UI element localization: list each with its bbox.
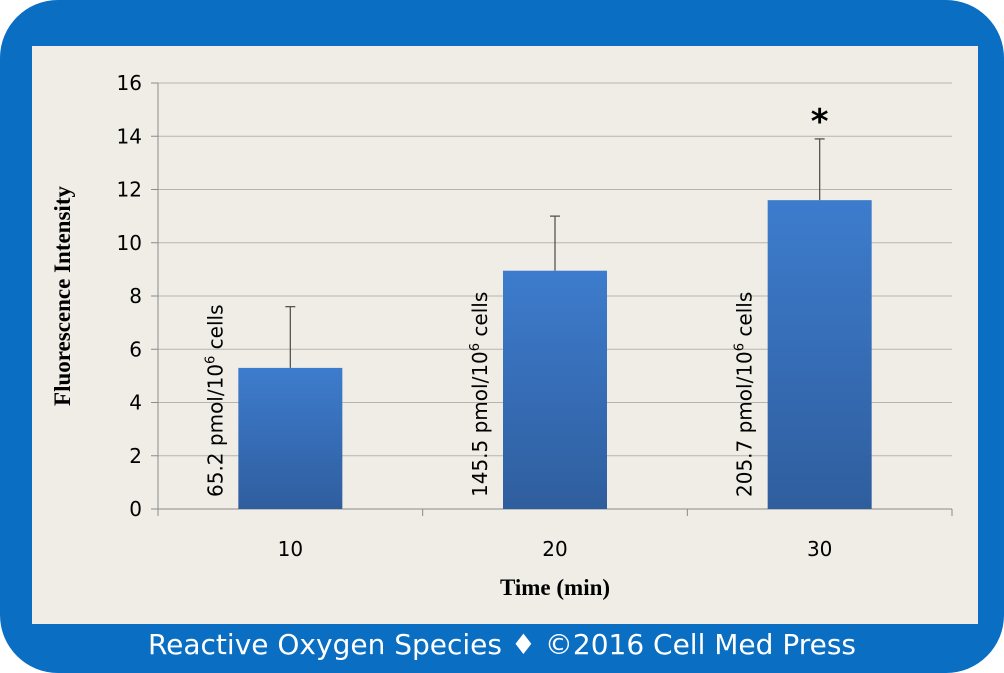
bar: [238, 367, 343, 509]
y-tick-label: 6: [129, 337, 142, 361]
y-tick-label: 16: [117, 71, 142, 95]
bars: [238, 138, 872, 509]
y-tick-label: 2: [129, 444, 142, 468]
bar-annotation: 145.5 pmol/106 cells: [468, 292, 492, 497]
y-tick-label: 14: [117, 124, 142, 148]
x-tick-label: 30: [807, 537, 832, 561]
y-tick-label: 12: [117, 178, 142, 202]
significance-asterisk: *: [811, 102, 829, 142]
x-tick-label: 20: [542, 537, 567, 561]
x-axis-label: Time (min): [500, 575, 610, 600]
y-tick-label: 0: [129, 497, 142, 521]
x-tick-label: 10: [278, 537, 303, 561]
bar-annotation: 65.2 pmol/106 cells: [203, 304, 227, 497]
footer-credit: Reactive Oxygen Species ♦ ©2016 Cell Med…: [147, 628, 857, 661]
y-tick-label: 8: [129, 284, 142, 308]
chart-labels: 0 2 4 6 8 10 12 14 16 10 65.2 pmol/106 cells 20 145.…: [117, 71, 833, 561]
y-tick-label: 10: [117, 231, 142, 255]
y-tick-label: 4: [129, 391, 142, 415]
y-axis-label: Fluorescence Intensity: [50, 186, 75, 406]
bar: [767, 200, 872, 509]
bar-annotation: 205.7 pmol/106 cells: [733, 292, 757, 497]
bar: [503, 270, 607, 509]
